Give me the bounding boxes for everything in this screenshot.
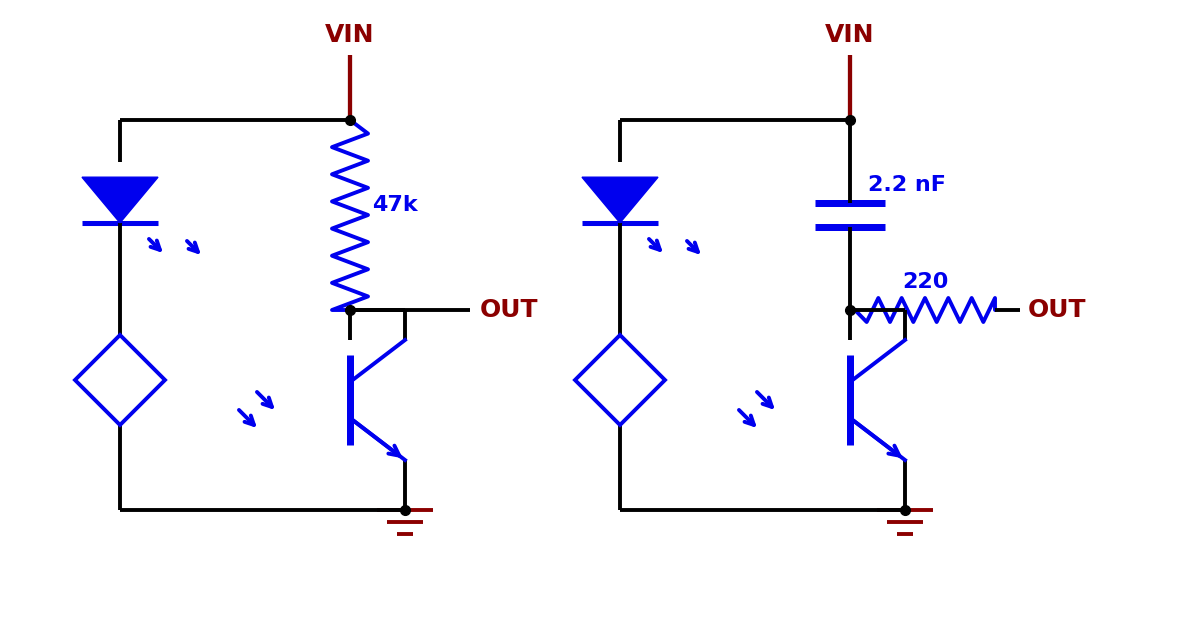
Text: VIN: VIN	[826, 23, 875, 47]
Polygon shape	[582, 177, 658, 223]
Polygon shape	[575, 335, 665, 425]
Text: OUT: OUT	[1028, 298, 1086, 322]
Text: 47k: 47k	[372, 195, 418, 215]
Text: 2.2 nF: 2.2 nF	[868, 175, 946, 195]
Text: OUT: OUT	[480, 298, 539, 322]
Text: 220: 220	[902, 272, 948, 292]
Text: VIN: VIN	[325, 23, 374, 47]
Polygon shape	[82, 177, 158, 223]
Polygon shape	[74, 335, 166, 425]
